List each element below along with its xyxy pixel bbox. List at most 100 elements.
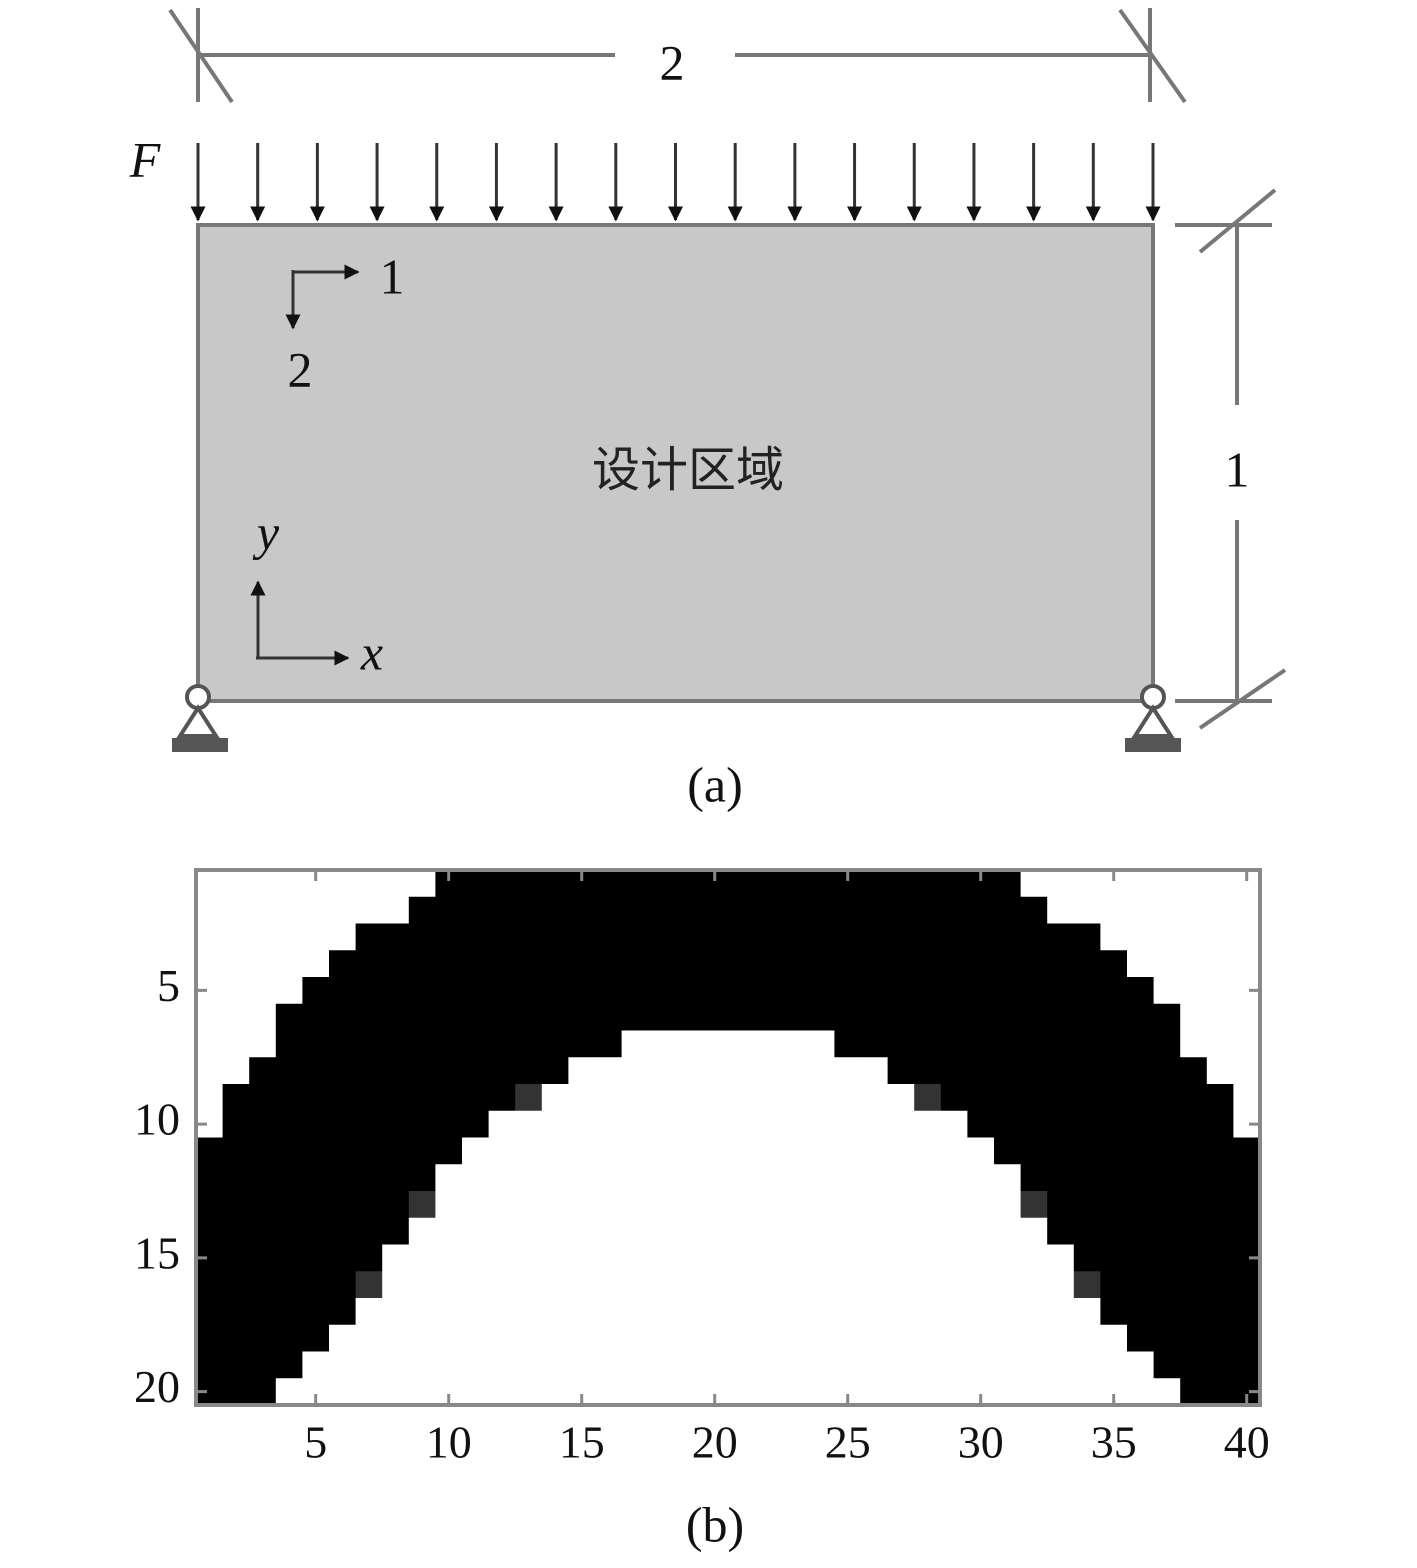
cell	[541, 1351, 569, 1379]
cell	[834, 1217, 862, 1246]
cell	[329, 1298, 357, 1326]
panel-b: (b) 5 10 15 20 25 30 35 40 5 10 15 20	[134, 868, 1270, 1552]
cell	[1073, 1351, 1101, 1379]
cell	[488, 1244, 516, 1272]
cell	[728, 1378, 756, 1406]
cell	[1180, 950, 1208, 978]
cell	[408, 1298, 436, 1326]
cell	[595, 1271, 623, 1299]
cell	[222, 1137, 250, 1165]
cell	[1100, 1164, 1128, 1192]
cell	[1153, 1324, 1181, 1353]
cell	[914, 896, 942, 925]
cell	[834, 1057, 862, 1085]
cell	[1073, 896, 1101, 925]
cell	[302, 1137, 330, 1165]
cell	[1233, 1030, 1261, 1058]
design-region	[196, 223, 1155, 703]
cell	[781, 1271, 809, 1299]
cell	[595, 1378, 623, 1406]
cell	[914, 1110, 942, 1139]
cell	[541, 1164, 569, 1192]
cell	[275, 870, 303, 898]
cell	[807, 1164, 835, 1192]
cell	[408, 1351, 436, 1379]
cell	[807, 923, 835, 951]
cell	[754, 923, 782, 951]
cell	[302, 1191, 330, 1219]
cell	[781, 1191, 809, 1219]
cell	[1127, 1191, 1155, 1219]
cell	[914, 1378, 942, 1406]
cell	[408, 1217, 436, 1246]
cell	[914, 923, 942, 951]
cell	[701, 977, 729, 1005]
cell	[382, 1244, 410, 1272]
cell	[621, 1137, 649, 1165]
cell	[1153, 1057, 1181, 1085]
cell	[249, 1271, 277, 1299]
cell	[355, 1244, 383, 1272]
cell	[887, 950, 915, 978]
cell	[701, 1271, 729, 1299]
cell	[329, 870, 357, 898]
cell	[1233, 1271, 1261, 1299]
cell	[568, 1137, 596, 1165]
cell	[807, 1110, 835, 1139]
cell	[861, 1191, 889, 1219]
cell	[994, 896, 1022, 925]
cell	[1020, 1030, 1048, 1058]
cell	[249, 1110, 277, 1139]
cell	[1020, 1271, 1048, 1299]
cell	[674, 1110, 702, 1139]
cell	[595, 1191, 623, 1219]
axes-frame	[194, 868, 1262, 1407]
cell	[781, 950, 809, 978]
cell	[1233, 1057, 1261, 1085]
x-tick-label: 10	[426, 1417, 472, 1468]
cell	[754, 1378, 782, 1406]
cell	[940, 1030, 968, 1058]
cell	[1180, 1137, 1208, 1165]
cell	[488, 923, 516, 951]
cell	[1047, 1191, 1075, 1219]
cell	[994, 1030, 1022, 1058]
cell	[967, 1084, 995, 1112]
cell	[462, 1378, 490, 1406]
cell	[275, 1191, 303, 1219]
cell	[781, 1351, 809, 1379]
cell	[196, 1137, 224, 1165]
cell	[674, 1378, 702, 1406]
cell	[1180, 1057, 1208, 1085]
cell	[621, 1324, 649, 1353]
cell	[754, 1217, 782, 1246]
cell	[1047, 896, 1075, 925]
cell	[648, 1217, 676, 1246]
cell	[462, 1057, 490, 1085]
cell	[222, 1110, 250, 1139]
cell	[515, 1244, 543, 1272]
cell	[408, 1137, 436, 1165]
cell	[1020, 923, 1048, 951]
cell	[1073, 1057, 1101, 1085]
cell	[807, 1030, 835, 1058]
cell	[462, 1351, 490, 1379]
cell	[1127, 1378, 1155, 1406]
cell	[249, 1244, 277, 1272]
cell	[967, 1298, 995, 1326]
cell	[541, 896, 569, 925]
cell	[674, 1164, 702, 1192]
cell	[914, 1057, 942, 1085]
cell	[488, 1217, 516, 1246]
cell	[1153, 1003, 1181, 1032]
cell	[674, 1057, 702, 1085]
cell	[621, 1298, 649, 1326]
cell	[541, 1298, 569, 1326]
cell	[967, 977, 995, 1005]
cell	[568, 1298, 596, 1326]
cell	[196, 1191, 224, 1219]
cell	[1127, 1244, 1155, 1272]
cell	[994, 870, 1022, 898]
cell	[435, 1324, 463, 1353]
cell	[355, 1351, 383, 1379]
